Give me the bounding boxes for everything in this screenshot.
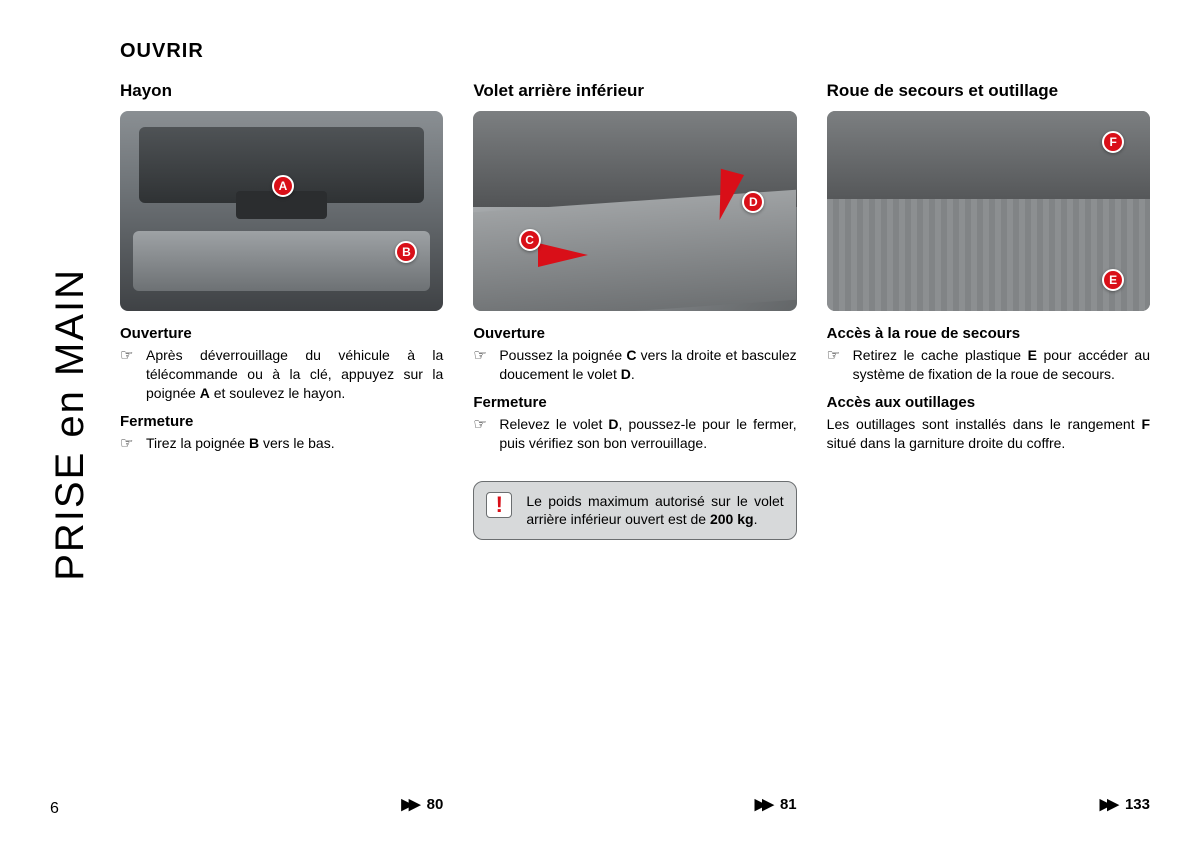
page-number: 6	[50, 800, 59, 818]
callout-c: C	[519, 229, 541, 251]
bullet-item: ☞ Retirez le cache plastique E pour accé…	[827, 346, 1150, 384]
page-title: OUVRIR	[120, 40, 1150, 63]
figure-hayon: A B	[120, 111, 443, 311]
col-title: Volet arrière inférieur	[473, 81, 796, 101]
bullet-icon: ☞	[827, 346, 853, 384]
warning-icon: !	[486, 492, 512, 518]
plain-paragraph: Les outillages sont installés dans le ra…	[827, 415, 1150, 453]
warning-text: Le poids maximum autorisé sur le volet a…	[526, 492, 783, 530]
footer-references: ▶▶ 80 ▶▶ 81 ▶▶ 133	[120, 795, 1150, 813]
bullet-text: Relevez le volet D, poussez-le pour le f…	[499, 415, 796, 453]
bullet-item: ☞ Tirez la poignée B vers le bas.	[120, 434, 443, 454]
section-label: PRISE en MAIN	[48, 268, 93, 581]
heading-ouverture: Ouverture	[473, 325, 796, 342]
column-roue: Roue de secours et outillage F E Accès à…	[827, 81, 1150, 540]
bullet-text: Poussez la poignée C vers la droite et b…	[499, 346, 796, 384]
bullet-icon: ☞	[120, 346, 146, 403]
bullet-item: ☞ Relevez le volet D, poussez-le pour le…	[473, 415, 796, 453]
column-hayon: Hayon A B Ouverture ☞ Après déverrouilla…	[120, 81, 443, 540]
callout-e: E	[1102, 269, 1124, 291]
paragraph-text: Les outillages sont installés dans le ra…	[827, 415, 1150, 453]
heading-ouverture: Ouverture	[120, 325, 443, 342]
heading-fermeture: Fermeture	[120, 413, 443, 430]
bullet-item: ☞ Poussez la poignée C vers la droite et…	[473, 346, 796, 384]
heading-acces-roue: Accès à la roue de secours	[827, 325, 1150, 342]
bullet-icon: ☞	[120, 434, 146, 454]
figure-roue: F E	[827, 111, 1150, 311]
page-ref: ▶▶ 81	[473, 795, 796, 813]
bullet-icon: ☞	[473, 346, 499, 384]
callout-f: F	[1102, 131, 1124, 153]
heading-fermeture: Fermeture	[473, 394, 796, 411]
page-ref: ▶▶ 80	[120, 795, 443, 813]
bullet-text: Retirez le cache plastique E pour accéde…	[853, 346, 1150, 384]
bullet-item: ☞ Après déverrouillage du véhicule à la …	[120, 346, 443, 403]
callout-a: A	[272, 175, 294, 197]
figure-volet: C D	[473, 111, 796, 311]
page-ref: ▶▶ 133	[827, 795, 1150, 813]
bullet-icon: ☞	[473, 415, 499, 453]
warning-box: ! Le poids maximum autorisé sur le volet…	[473, 481, 796, 541]
heading-acces-outillages: Accès aux outillages	[827, 394, 1150, 411]
col-title: Roue de secours et outillage	[827, 81, 1150, 101]
sidebar: PRISE en MAIN	[40, 40, 100, 808]
col-title: Hayon	[120, 81, 443, 101]
bullet-text: Tirez la poignée B vers le bas.	[146, 434, 443, 454]
bullet-text: Après déverrouillage du véhicule à la té…	[146, 346, 443, 403]
column-volet: Volet arrière inférieur C D Ouverture ☞ …	[473, 81, 796, 540]
content-area: OUVRIR Hayon A B Ouverture ☞ Après déver…	[100, 40, 1150, 808]
